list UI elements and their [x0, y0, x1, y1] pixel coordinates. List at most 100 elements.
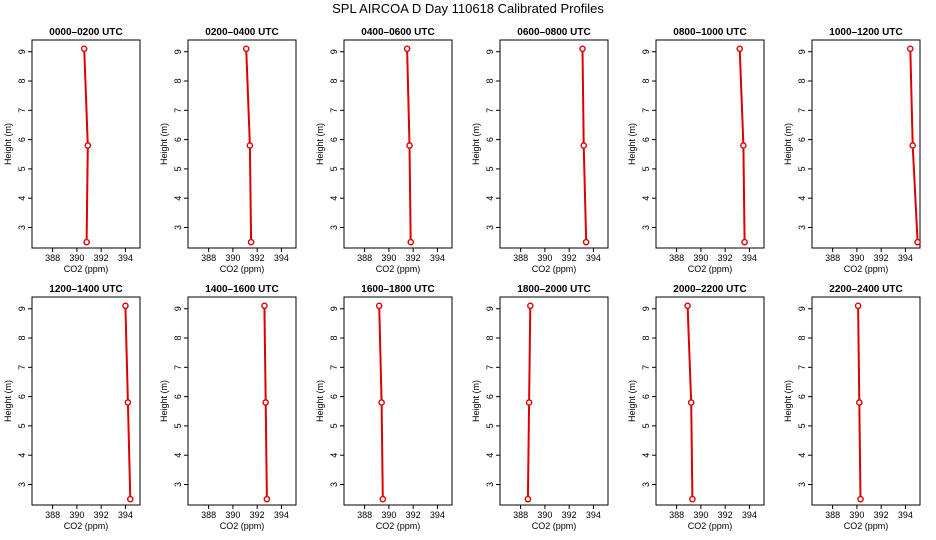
y-tick-label: 9	[173, 306, 183, 311]
plot-frame	[31, 39, 141, 249]
y-tick-label: 3	[797, 482, 807, 487]
y-tick-label: 3	[485, 225, 495, 230]
profile-point	[736, 45, 744, 53]
x-axis-label: CO2 (ppm)	[532, 264, 577, 274]
y-tick-label: 4	[485, 196, 495, 201]
panel-title: 1400–1600 UTC	[205, 284, 278, 295]
panel-8: 1400–1600 UTC 388 390 392 394 3 4 5 6 7 8 9 CO2 (ppm…	[159, 284, 297, 531]
profile-point	[261, 302, 268, 310]
profile-point	[857, 495, 864, 503]
x-tick-label: 388	[357, 253, 372, 263]
plot-frame	[499, 296, 609, 506]
y-tick-label: 4	[329, 196, 339, 201]
y-tick-label: 6	[329, 137, 339, 142]
x-tick-label: 394	[898, 510, 913, 520]
profile-point	[741, 238, 748, 246]
x-tick-label: 390	[849, 253, 864, 263]
panel-title: 0800–1000 UTC	[673, 27, 746, 38]
y-tick-label: 8	[641, 79, 651, 84]
y-tick-label: 8	[485, 79, 495, 84]
y-tick-label: 8	[641, 336, 651, 341]
x-tick-label: 394	[586, 510, 601, 520]
y-tick-label: 7	[173, 108, 183, 113]
x-tick-label: 392	[406, 510, 421, 520]
y-tick-label: 9	[797, 306, 807, 311]
x-tick-label: 390	[69, 510, 84, 520]
profile-point	[247, 238, 255, 246]
x-tick-label: 388	[357, 510, 372, 520]
x-tick-label: 392	[874, 253, 889, 263]
y-tick-label: 3	[797, 225, 807, 230]
y-tick-label: 6	[329, 394, 339, 399]
y-tick-label: 3	[329, 482, 339, 487]
y-axis-label: Height (m)	[471, 123, 481, 165]
x-tick-label: 394	[118, 253, 133, 263]
x-axis-label: CO2 (ppm)	[64, 521, 109, 531]
y-tick-label: 9	[641, 49, 651, 54]
y-tick-label: 9	[485, 49, 495, 54]
profile-point	[407, 238, 415, 246]
x-tick-label: 390	[537, 253, 552, 263]
panel-12: 2200–2400 UTC 388 390 392 394 3 4 5 6 7 8 9 CO2 (ppm…	[783, 284, 921, 531]
y-tick-label: 3	[485, 482, 495, 487]
y-tick-label: 3	[641, 482, 651, 487]
y-tick-label: 4	[641, 196, 651, 201]
y-tick-label: 3	[173, 225, 183, 230]
panel-title: 0000–0200 UTC	[49, 27, 122, 38]
y-tick-label: 4	[797, 196, 807, 201]
x-tick-label: 390	[225, 510, 240, 520]
x-tick-label: 394	[742, 253, 757, 263]
y-tick-label: 9	[17, 306, 27, 311]
x-axis-label: CO2 (ppm)	[64, 264, 109, 274]
y-tick-label: 5	[329, 166, 339, 171]
plot-frame	[187, 39, 297, 249]
x-tick-label: 388	[201, 510, 216, 520]
y-tick-label: 5	[173, 166, 183, 171]
panel-10: 1800–2000 UTC 388 390 392 394 3 4 5 6 7 8 9 CO2 (ppm…	[471, 284, 609, 531]
figure-title: SPL AIRCOA D Day 110618 Calibrated Profi…	[332, 1, 604, 16]
x-tick-label: 392	[874, 510, 889, 520]
y-tick-label: 4	[173, 196, 183, 201]
profile-point	[126, 495, 134, 503]
y-axis-label: Height (m)	[471, 380, 481, 422]
x-tick-label: 390	[225, 253, 240, 263]
y-tick-label: 5	[17, 166, 27, 171]
y-tick-label: 8	[329, 336, 339, 341]
profile-point	[684, 302, 691, 310]
x-tick-label: 394	[430, 253, 445, 263]
y-tick-label: 3	[329, 225, 339, 230]
profile-point	[579, 45, 586, 53]
x-tick-label: 392	[562, 253, 577, 263]
y-tick-label: 6	[641, 137, 651, 142]
x-axis-label: CO2 (ppm)	[688, 264, 733, 274]
y-tick-label: 7	[641, 108, 651, 113]
profile-point	[856, 399, 863, 406]
y-tick-label: 6	[641, 394, 651, 399]
profile-point	[524, 495, 532, 503]
y-tick-label: 6	[17, 137, 27, 142]
x-tick-label: 388	[825, 510, 840, 520]
y-tick-label: 9	[329, 49, 339, 54]
y-axis-label: Height (m)	[159, 123, 169, 165]
y-tick-label: 9	[641, 306, 651, 311]
panel-title: 0200–0400 UTC	[205, 27, 278, 38]
profile-point	[687, 399, 695, 406]
x-axis-label: CO2 (ppm)	[376, 264, 421, 274]
x-tick-label: 388	[45, 253, 60, 263]
plot-frame	[811, 39, 921, 249]
panel-5: 0800–1000 UTC 388 390 392 394 3 4 5 6 7 8 9 CO2 (ppm…	[627, 27, 765, 274]
x-tick-label: 392	[562, 510, 577, 520]
y-axis-label: Height (m)	[627, 123, 637, 165]
x-tick-label: 394	[118, 510, 133, 520]
profile-point	[527, 302, 534, 310]
y-tick-label: 8	[17, 79, 27, 84]
plot-frame	[811, 296, 921, 506]
profile-point	[84, 142, 92, 149]
panel-7: 1200–1400 UTC 388 390 392 394 3 4 5 6 7 8 9 CO2 (ppm…	[3, 284, 141, 531]
y-tick-label: 7	[329, 108, 339, 113]
y-tick-label: 5	[17, 423, 27, 428]
profile-point	[375, 302, 383, 310]
x-tick-label: 394	[274, 253, 289, 263]
x-tick-label: 394	[274, 510, 289, 520]
